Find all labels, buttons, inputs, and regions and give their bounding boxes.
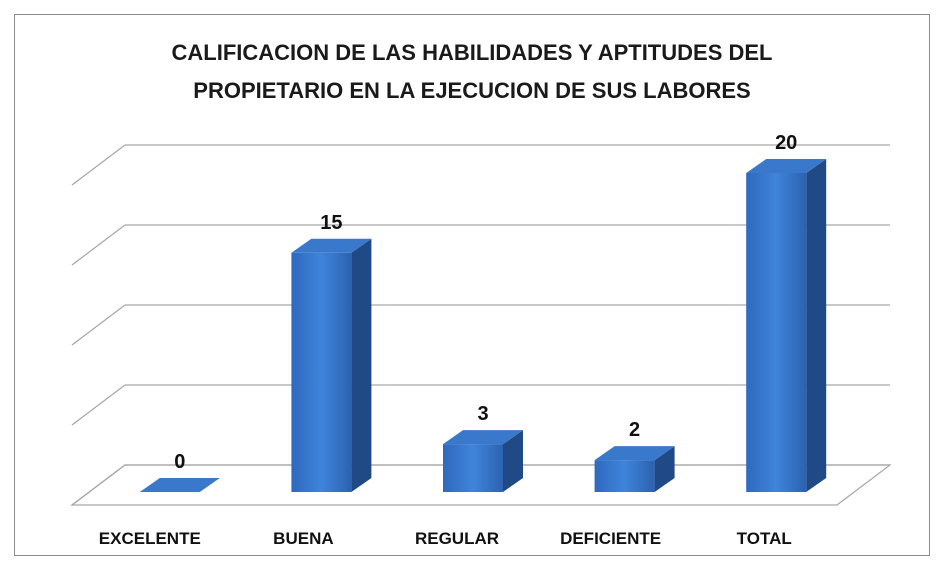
grid-line (71, 144, 890, 186)
bar (746, 159, 827, 492)
bar-side (806, 159, 827, 492)
bar (594, 446, 675, 492)
bar-top (291, 238, 372, 253)
bar (139, 478, 220, 492)
bar-front (291, 252, 352, 492)
value-label: 2 (629, 419, 640, 441)
bar-front (746, 173, 807, 492)
value-label: 3 (477, 403, 488, 425)
chart-frame (14, 14, 930, 556)
grid-line (71, 304, 890, 346)
bar-side (654, 446, 675, 492)
bar-top (594, 446, 675, 461)
x-tick-label: TOTAL (737, 529, 792, 548)
x-tick-label: EXCELENTE (99, 529, 201, 548)
value-label: 0 (174, 451, 185, 473)
bar (443, 430, 523, 492)
chart-title: CALIFICACION DE LAS HABILIDADES Y APTITU… (171, 40, 773, 103)
x-tick-label: DEFICIENTE (560, 529, 661, 548)
grid-line (71, 224, 890, 266)
grid-line (71, 384, 890, 426)
bar-top (746, 159, 827, 173)
bar (291, 238, 372, 492)
bar-side (503, 430, 523, 492)
bar-top (443, 430, 523, 445)
x-tick-label: BUENA (273, 529, 333, 548)
bar-side (351, 238, 372, 492)
value-label: 20 (775, 132, 797, 154)
x-tick-label: REGULAR (415, 529, 499, 548)
bar-top (139, 478, 220, 492)
bar-front (443, 444, 503, 492)
value-label: 15 (320, 212, 342, 234)
bar-front (594, 460, 655, 492)
